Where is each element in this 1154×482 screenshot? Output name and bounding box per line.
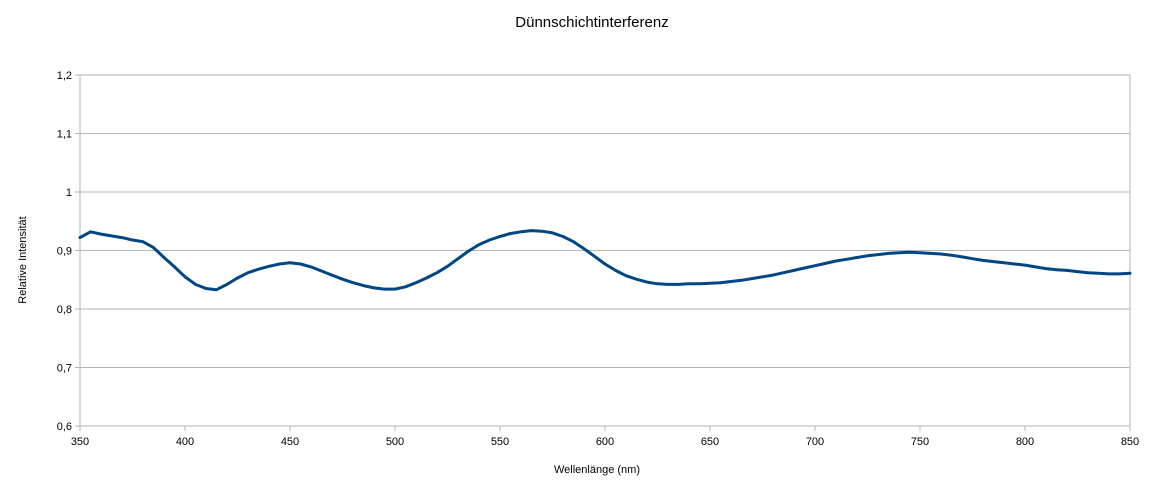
- x-tick-label: 550: [491, 436, 509, 448]
- y-tick-label: 0,7: [57, 363, 72, 375]
- x-tick-label: 600: [596, 436, 614, 448]
- x-tick-label: 450: [281, 436, 299, 448]
- y-tick-label: 0,8: [57, 304, 72, 316]
- x-tick-label: 750: [911, 436, 929, 448]
- y-axis: 0,6 0,7 0,8 0,9 1 1,1 1,2: [57, 70, 80, 433]
- x-tick-label: 650: [701, 436, 719, 448]
- grid: [80, 74, 1130, 427]
- x-tick-label: 400: [176, 436, 194, 448]
- y-tick-label: 1: [66, 187, 72, 199]
- x-tick-label: 500: [386, 436, 404, 448]
- x-axis-label: Wellenlänge (nm): [554, 464, 640, 476]
- chart-title: Dünnschichtinterferenz: [515, 14, 668, 31]
- x-tick-label: 850: [1121, 436, 1139, 448]
- y-tick-label: 1,1: [57, 129, 72, 141]
- y-tick-label: 0,6: [57, 421, 72, 433]
- x-axis: 350 400 450 500 550 600 650 700 750 800 850: [71, 426, 1139, 448]
- x-tick-label: 350: [71, 436, 89, 448]
- x-tick-label: 800: [1016, 436, 1034, 448]
- series-line: [78, 229, 1132, 292]
- y-axis-label: Relative Intensität: [17, 216, 29, 303]
- x-tick-label: 700: [806, 436, 824, 448]
- y-tick-label: 0,9: [57, 246, 72, 258]
- y-tick-label: 1,2: [57, 70, 72, 82]
